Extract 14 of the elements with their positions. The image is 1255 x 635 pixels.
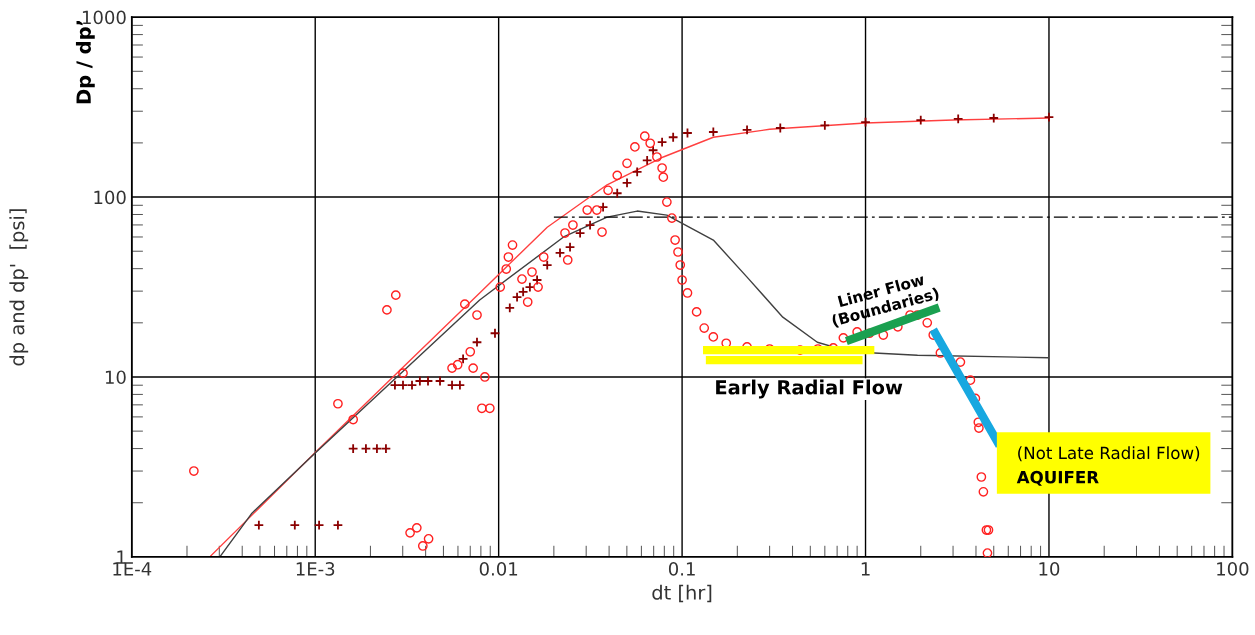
- x-tick-label: 0.1: [668, 562, 695, 576]
- x-tick-label: 1E-4: [113, 562, 152, 576]
- x-axis-title: dt [hr]: [652, 584, 712, 603]
- x-tick-label: 0.01: [479, 562, 518, 576]
- y-tick-label: 100: [94, 190, 126, 205]
- x-tick-label: 10: [1039, 562, 1060, 576]
- y-tick-label: 10: [105, 370, 126, 385]
- annotation: (Not Late Radial Flow) AQUIFER: [1016, 446, 1200, 486]
- annotation: Early Radial Flow: [716, 379, 903, 399]
- y-tick-label: 1: [117, 550, 126, 564]
- x-tick-label: 100: [1217, 562, 1249, 576]
- x-tick-label: 1E-3: [296, 562, 335, 576]
- y-axis-title: dp and dp' [psi]: [9, 209, 29, 366]
- x-tick-label: 1: [861, 562, 870, 576]
